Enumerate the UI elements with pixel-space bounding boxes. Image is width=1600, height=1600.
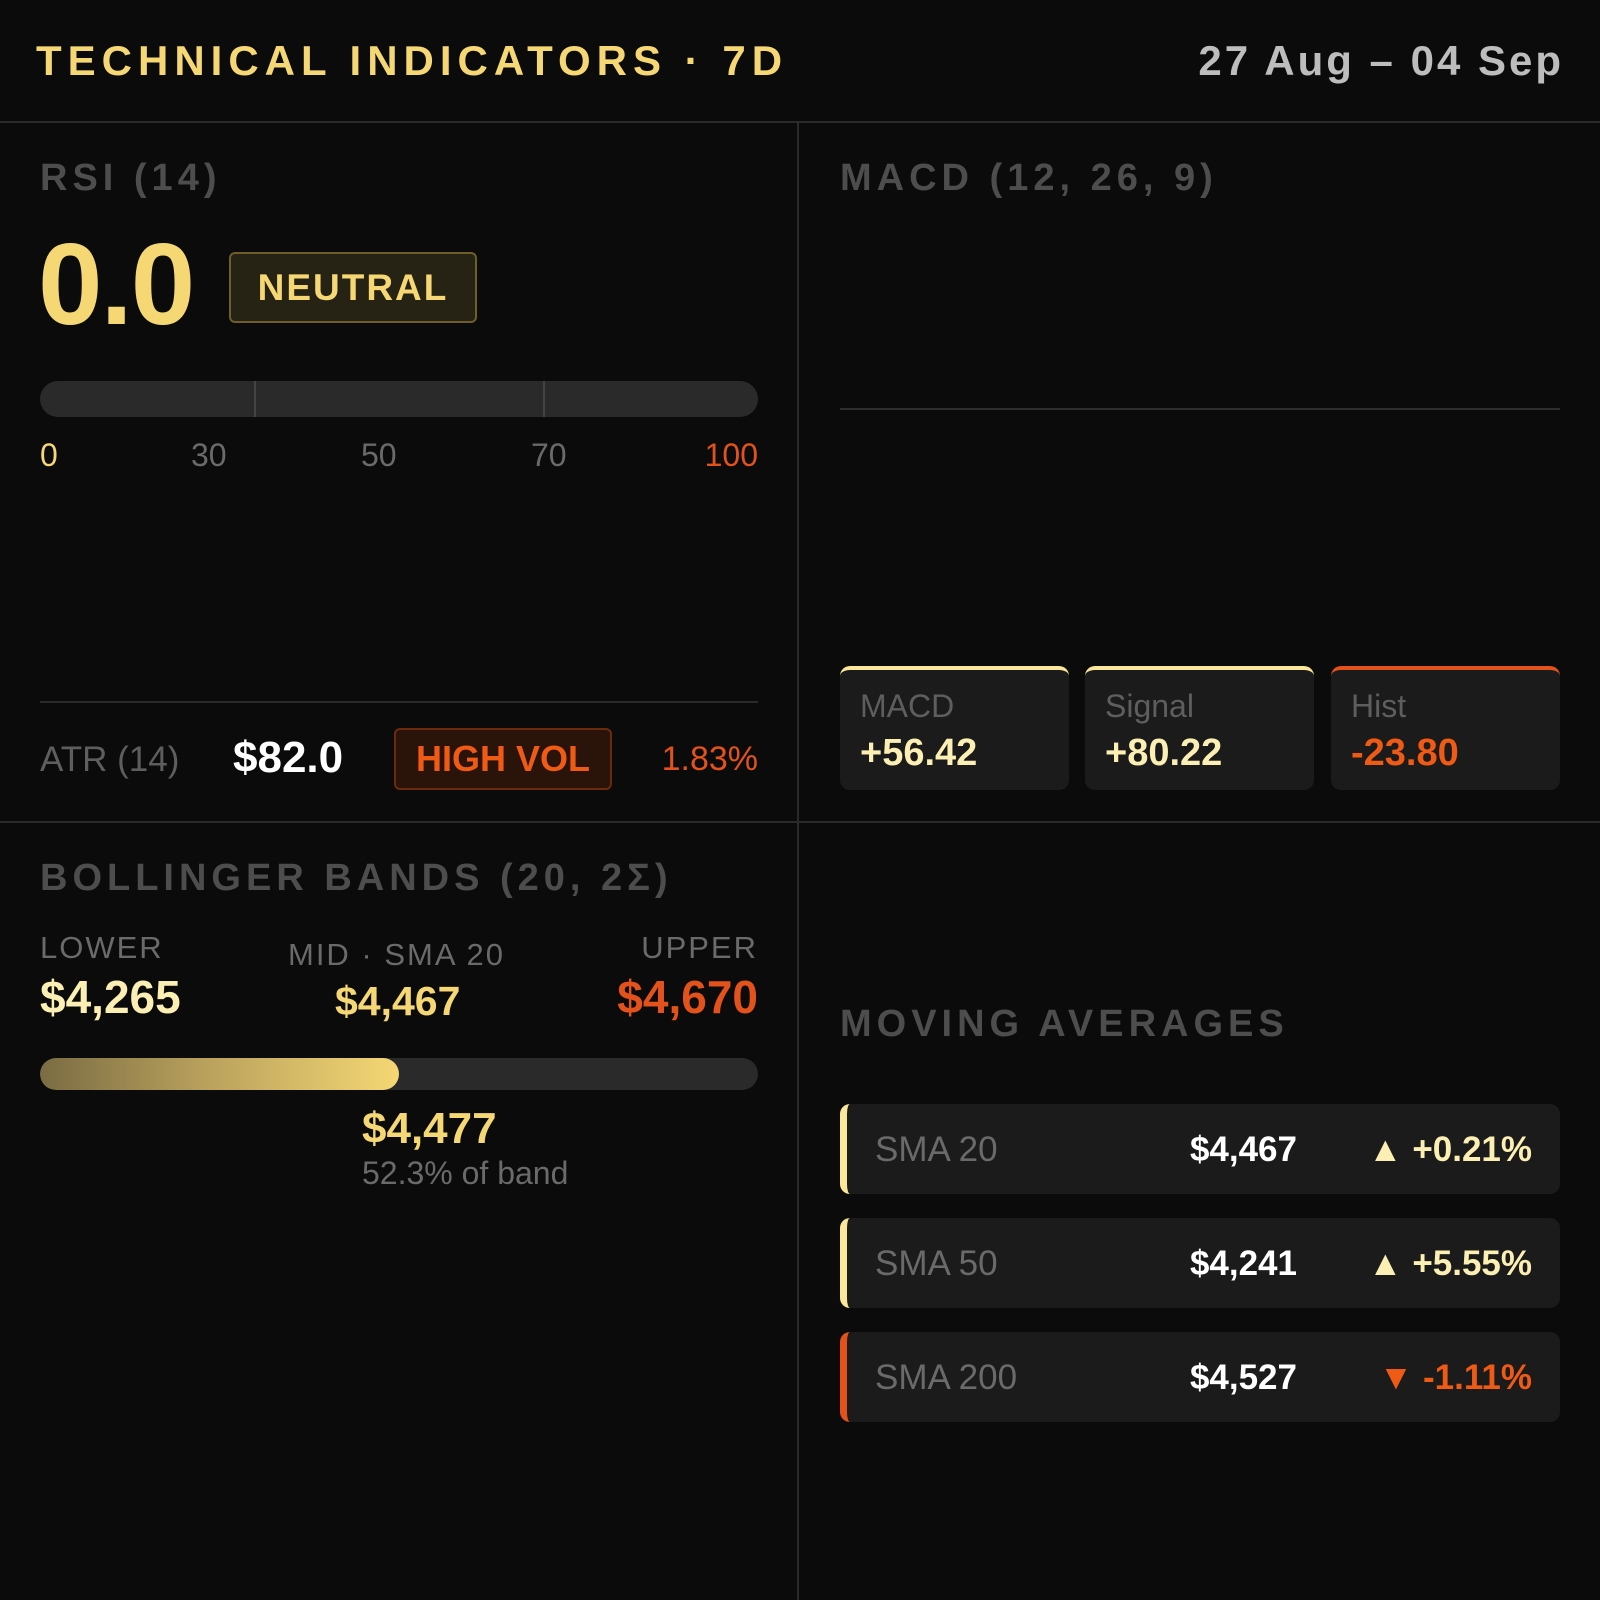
ma-name: SMA 20 bbox=[875, 1130, 998, 1169]
bb-band-position: 52.3% of band bbox=[362, 1155, 569, 1191]
ma-name: SMA 50 bbox=[875, 1244, 998, 1283]
ma-change: ▲ +0.21% bbox=[1367, 1130, 1532, 1169]
signal-card-value: +80.22 bbox=[1105, 732, 1223, 774]
ma-change: ▼ -1.11% bbox=[1378, 1358, 1532, 1397]
rsi-scale-70: 70 bbox=[531, 437, 567, 473]
macd-zero-line bbox=[840, 408, 1560, 410]
bb-upper-label: UPPER bbox=[641, 930, 758, 965]
horizontal-divider bbox=[0, 821, 1600, 823]
rsi-label: RSI (14) bbox=[40, 157, 222, 199]
bb-position-fill bbox=[40, 1058, 399, 1090]
page-title: TECHNICAL INDICATORS · 7D bbox=[36, 37, 789, 84]
ma-row-sma-20: SMA 20 $4,467 ▲ +0.21% bbox=[840, 1104, 1560, 1194]
macd-card-value: +56.42 bbox=[860, 732, 978, 774]
bb-mid-label: MID · SMA 20 bbox=[288, 937, 505, 972]
ma-price: $4,241 bbox=[1189, 1244, 1297, 1283]
rsi-value: 0.0 bbox=[38, 219, 195, 349]
rsi-separator bbox=[40, 701, 758, 703]
rsi-gauge bbox=[40, 381, 758, 417]
vertical-divider bbox=[797, 123, 799, 1600]
rsi-scale-30: 30 bbox=[191, 437, 227, 473]
bb-position-bar bbox=[40, 1058, 758, 1090]
bb-upper-value: $4,670 bbox=[617, 971, 758, 1023]
atr-label: ATR (14) bbox=[40, 740, 180, 779]
atr-value: $82.0 bbox=[233, 733, 344, 782]
hist-card-value: -23.80 bbox=[1351, 732, 1459, 774]
ma-name: SMA 200 bbox=[875, 1358, 1018, 1397]
rsi-status-badge: NEUTRAL bbox=[229, 252, 477, 323]
ma-row-sma-200: SMA 200 $4,527 ▼ -1.11% bbox=[840, 1332, 1560, 1422]
bollinger-label: BOLLINGER BANDS (20, 2Σ) bbox=[40, 857, 673, 899]
rsi-tick-30 bbox=[254, 381, 256, 417]
macd-card-label: MACD bbox=[860, 688, 955, 724]
header: TECHNICAL INDICATORS · 7D 27 Aug – 04 Se… bbox=[0, 0, 1600, 123]
rsi-tick-70 bbox=[543, 381, 545, 417]
bb-current-price: $4,477 bbox=[362, 1104, 497, 1153]
high-vol-badge: HIGH VOL bbox=[394, 728, 612, 790]
macd-card: MACD +56.42 bbox=[840, 666, 1069, 790]
bb-lower-value: $4,265 bbox=[40, 971, 181, 1023]
signal-card: Signal +80.22 bbox=[1085, 666, 1314, 790]
bb-mid-value: $4,467 bbox=[335, 978, 461, 1024]
rsi-scale-50: 50 bbox=[361, 437, 397, 473]
ma-row-sma-50: SMA 50 $4,241 ▲ +5.55% bbox=[840, 1218, 1560, 1308]
bb-lower-label: LOWER bbox=[40, 930, 164, 965]
atr-percent: 1.83% bbox=[661, 740, 758, 778]
signal-card-label: Signal bbox=[1105, 688, 1194, 724]
hist-card: Hist -23.80 bbox=[1331, 666, 1560, 790]
ma-price: $4,467 bbox=[1189, 1130, 1297, 1169]
date-range: 27 Aug – 04 Sep bbox=[1198, 37, 1564, 84]
hist-card-label: Hist bbox=[1351, 688, 1407, 724]
macd-label: MACD (12, 26, 9) bbox=[840, 157, 1218, 199]
rsi-scale-0: 0 bbox=[40, 437, 58, 473]
moving-averages-label: MOVING AVERAGES bbox=[840, 1003, 1289, 1045]
rsi-scale-100: 100 bbox=[704, 437, 758, 473]
ma-change: ▲ +5.55% bbox=[1367, 1244, 1532, 1283]
ma-price: $4,527 bbox=[1189, 1358, 1297, 1397]
